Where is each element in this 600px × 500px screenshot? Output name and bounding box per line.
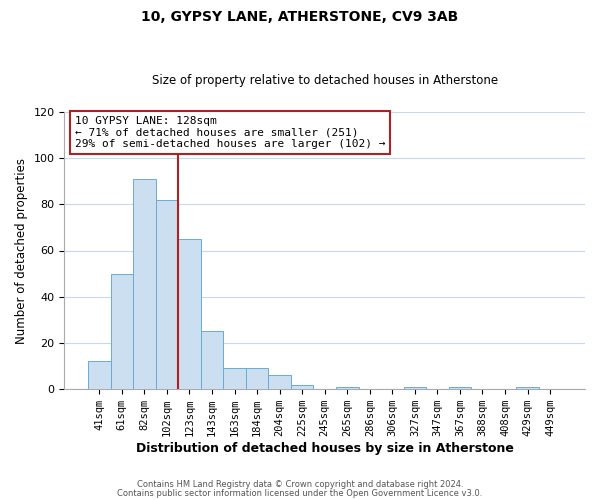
Bar	[178, 239, 201, 389]
Y-axis label: Number of detached properties: Number of detached properties	[15, 158, 28, 344]
Text: Contains public sector information licensed under the Open Government Licence v3: Contains public sector information licen…	[118, 488, 482, 498]
Bar	[336, 387, 359, 389]
Bar	[155, 200, 178, 389]
Bar	[246, 368, 268, 389]
Bar	[110, 274, 133, 389]
Bar	[223, 368, 246, 389]
Title: Size of property relative to detached houses in Atherstone: Size of property relative to detached ho…	[152, 74, 498, 87]
Bar	[404, 387, 426, 389]
Bar	[449, 387, 471, 389]
Bar	[133, 179, 155, 389]
Text: 10 GYPSY LANE: 128sqm
← 71% of detached houses are smaller (251)
29% of semi-det: 10 GYPSY LANE: 128sqm ← 71% of detached …	[75, 116, 385, 149]
X-axis label: Distribution of detached houses by size in Atherstone: Distribution of detached houses by size …	[136, 442, 514, 455]
Bar	[88, 362, 110, 389]
Bar	[516, 387, 539, 389]
Bar	[268, 376, 291, 389]
Text: 10, GYPSY LANE, ATHERSTONE, CV9 3AB: 10, GYPSY LANE, ATHERSTONE, CV9 3AB	[142, 10, 458, 24]
Bar	[291, 384, 313, 389]
Text: Contains HM Land Registry data © Crown copyright and database right 2024.: Contains HM Land Registry data © Crown c…	[137, 480, 463, 489]
Bar	[201, 332, 223, 389]
